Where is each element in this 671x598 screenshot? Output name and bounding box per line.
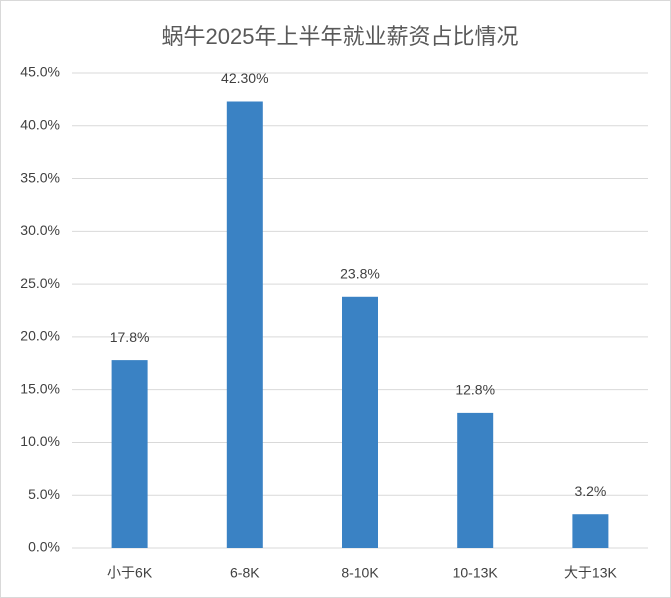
bar bbox=[457, 412, 494, 548]
value-label: 17.8% bbox=[110, 329, 150, 345]
y-tick-label: 20.0% bbox=[20, 328, 60, 344]
chart-title: 蜗牛2025年上半年就业薪资占比情况 bbox=[162, 24, 519, 49]
y-tick-label: 35.0% bbox=[20, 169, 60, 185]
y-tick-label: 10.0% bbox=[20, 433, 60, 449]
bar bbox=[572, 514, 609, 548]
value-label: 42.30% bbox=[221, 70, 268, 86]
y-tick-label: 0.0% bbox=[28, 539, 60, 555]
value-label: 23.8% bbox=[340, 265, 380, 281]
x-tick-label: 8-10K bbox=[341, 565, 379, 581]
value-label: 3.2% bbox=[574, 483, 606, 499]
x-tick-label: 大于13K bbox=[564, 565, 618, 581]
x-tick-label: 10-13K bbox=[453, 565, 499, 581]
bar bbox=[111, 360, 148, 548]
value-label: 12.8% bbox=[455, 382, 495, 398]
y-tick-label: 15.0% bbox=[20, 380, 60, 396]
x-tick-label: 6-8K bbox=[230, 565, 260, 581]
y-tick-label: 5.0% bbox=[28, 486, 60, 502]
bar bbox=[226, 101, 263, 548]
y-tick-label: 25.0% bbox=[20, 275, 60, 291]
y-tick-label: 45.0% bbox=[20, 64, 60, 80]
y-tick-label: 30.0% bbox=[20, 222, 60, 238]
bar bbox=[342, 296, 378, 548]
x-tick-label: 小于6K bbox=[107, 565, 153, 581]
y-tick-label: 40.0% bbox=[20, 116, 60, 132]
